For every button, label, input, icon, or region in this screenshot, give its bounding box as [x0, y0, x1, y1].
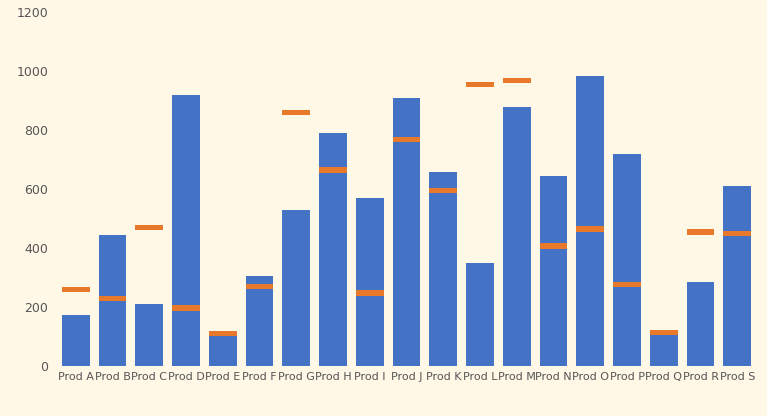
Bar — [282, 110, 310, 115]
Bar — [686, 229, 714, 235]
Bar — [723, 231, 751, 236]
Bar — [723, 186, 751, 366]
Bar — [282, 210, 310, 366]
Bar — [393, 136, 420, 142]
Bar — [356, 290, 384, 296]
Bar — [173, 95, 199, 366]
Bar — [62, 287, 90, 292]
Bar — [245, 276, 273, 366]
Bar — [319, 168, 347, 173]
Bar — [466, 82, 494, 87]
Bar — [393, 98, 420, 366]
Bar — [614, 154, 640, 366]
Bar — [577, 226, 604, 232]
Bar — [173, 305, 199, 311]
Bar — [430, 171, 457, 366]
Bar — [430, 188, 457, 193]
Bar — [136, 225, 163, 230]
Bar — [577, 76, 604, 366]
Bar — [650, 329, 677, 335]
Bar — [540, 176, 568, 366]
Bar — [686, 282, 714, 366]
Bar — [614, 282, 640, 287]
Bar — [209, 334, 236, 366]
Bar — [99, 235, 127, 366]
Bar — [62, 314, 90, 366]
Bar — [356, 198, 384, 366]
Bar — [136, 304, 163, 366]
Bar — [650, 332, 677, 366]
Bar — [209, 331, 236, 336]
Bar — [466, 263, 494, 366]
Bar — [503, 78, 531, 83]
Bar — [540, 243, 568, 248]
Bar — [319, 133, 347, 366]
Bar — [503, 107, 531, 366]
Bar — [99, 296, 127, 301]
Bar — [245, 284, 273, 289]
